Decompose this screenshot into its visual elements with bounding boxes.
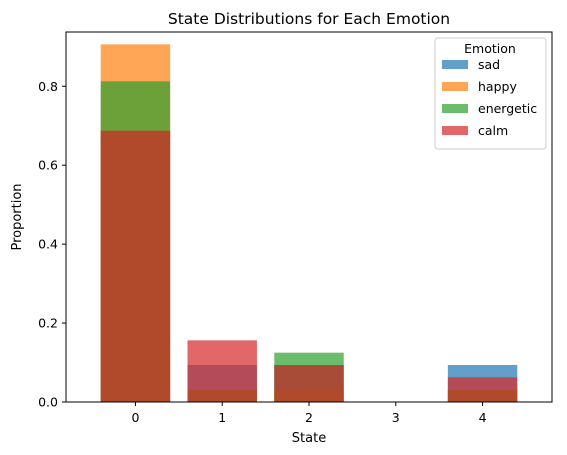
bar-calm-4	[447, 377, 518, 402]
x-tick-label: 1	[218, 410, 226, 425]
bar-calm-1	[187, 340, 257, 402]
x-tick-label: 4	[479, 410, 487, 425]
x-tick-label: 0	[131, 410, 139, 425]
legend-label-calm: calm	[478, 123, 508, 138]
bar-calm-0	[100, 130, 171, 403]
legend-items: sad happy energetic calm	[442, 57, 537, 138]
x-axis-label: State	[292, 431, 326, 446]
legend: Emotion sad happy energetic calm	[434, 37, 547, 150]
legend-swatch-energetic	[442, 104, 468, 113]
legend-swatch-calm	[442, 126, 468, 135]
legend-label-energetic: energetic	[478, 101, 537, 116]
legend-label-sad: sad	[478, 57, 500, 72]
legend-swatch-sad	[442, 60, 468, 69]
y-tick-label: 0.4	[38, 237, 58, 252]
y-tick-label: 0.2	[38, 316, 58, 331]
x-axis-ticks: 0 1 2 3 4	[131, 402, 487, 425]
y-tick-label: 0.8	[38, 79, 58, 94]
x-tick-label: 2	[305, 410, 313, 425]
x-tick-label: 3	[392, 410, 400, 425]
y-tick-label: 0.6	[38, 158, 58, 173]
y-axis-ticks: 0.0 0.2 0.4 0.6 0.8	[38, 79, 66, 410]
chart-title: State Distributions for Each Emotion	[168, 10, 450, 28]
legend-title: Emotion	[464, 41, 516, 56]
y-tick-label: 0.0	[38, 395, 58, 410]
y-axis-label: Proportion	[10, 183, 25, 250]
legend-label-happy: happy	[478, 79, 517, 94]
bars-layer	[100, 44, 518, 403]
legend-swatch-happy	[442, 82, 468, 91]
bar-calm-2	[274, 365, 344, 402]
